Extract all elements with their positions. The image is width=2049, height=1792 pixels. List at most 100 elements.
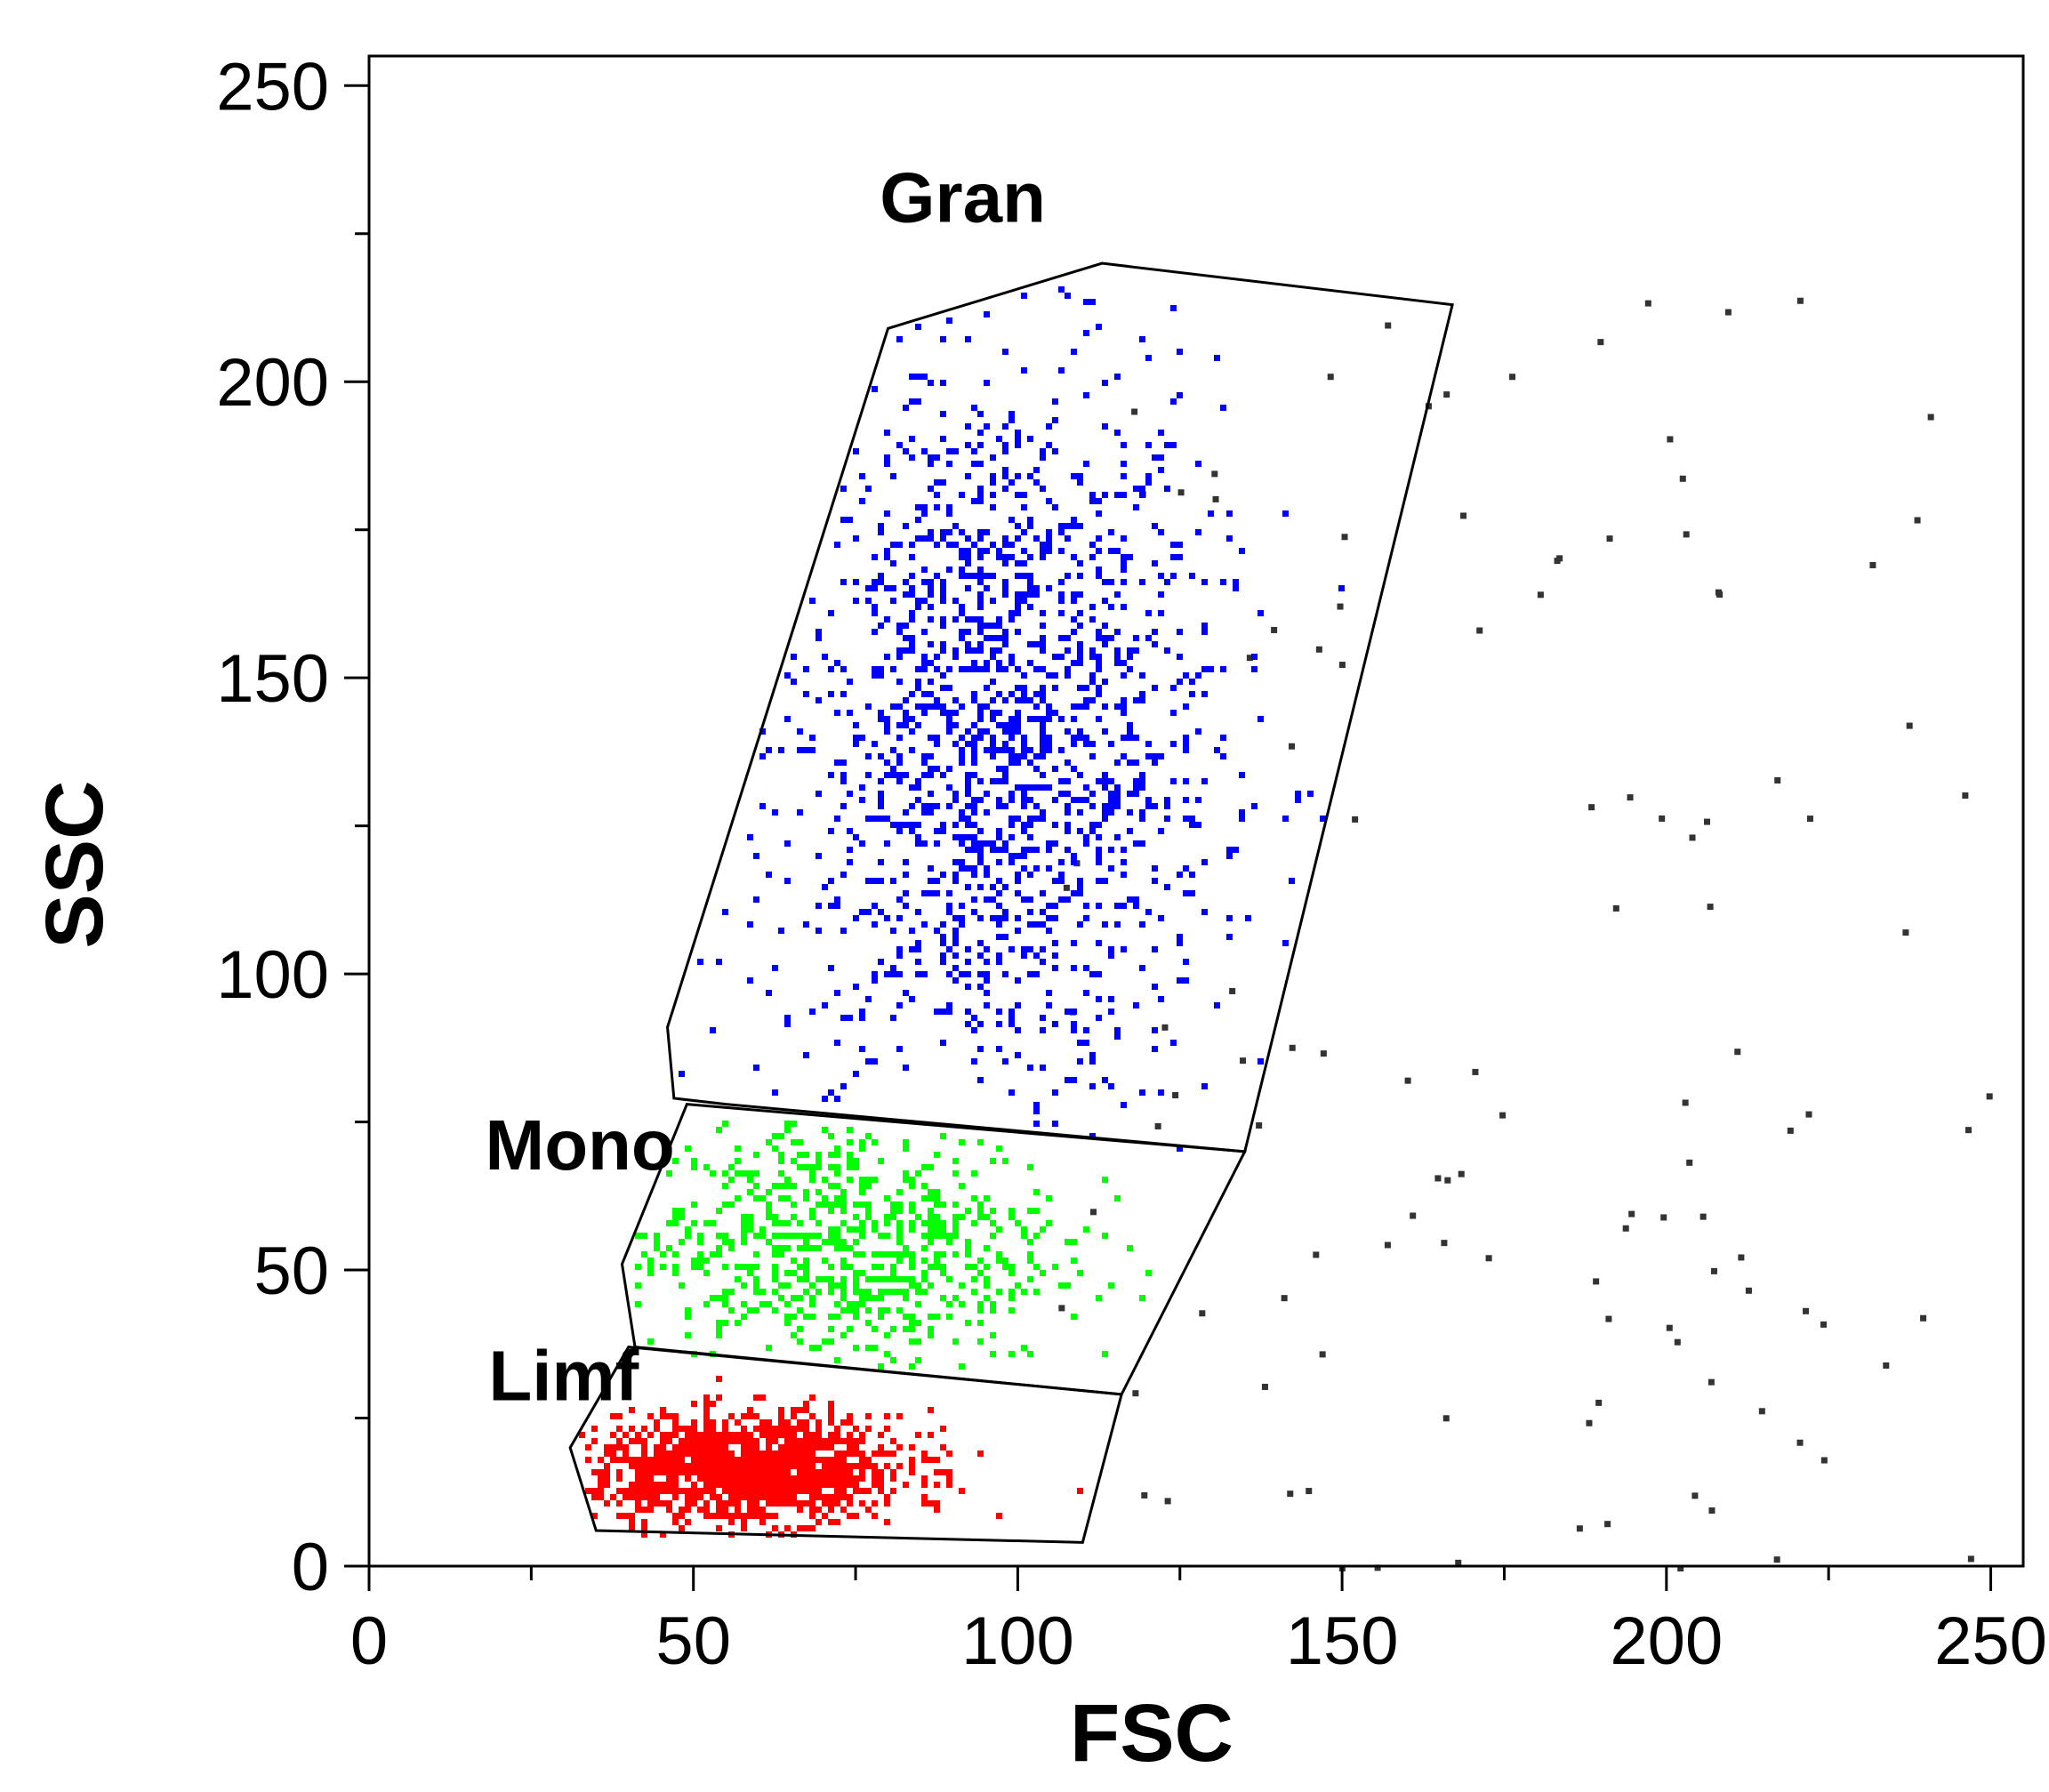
limf-event-point [778,1475,784,1482]
limf-event-point [797,1488,803,1494]
gran-event-point [1139,697,1145,703]
gran-event-point [1102,816,1108,822]
mono-event-point [716,1332,722,1338]
limf-event-point [579,1432,585,1438]
gran-event-point [984,548,990,554]
gran-event-point [996,691,1002,697]
mono-event-point [853,1158,859,1164]
mono-event-point [847,1158,853,1164]
mono-event-point [741,1301,747,1307]
background-event-point [1820,1457,1828,1464]
gran-event-point [859,797,865,803]
limf-event-point [697,1463,703,1469]
gran-event-point [959,629,965,635]
gran-event-point [903,1065,909,1071]
gran-event-point [915,517,921,523]
gran-event-point [1089,498,1096,504]
mono-event-point [909,1264,915,1270]
gran-event-point [878,573,884,579]
gran-event-point [1089,604,1096,610]
gran-event-point [1021,573,1027,579]
mono-event-point [828,1152,834,1158]
gran-event-point [1002,585,1008,591]
limf-event-point [666,1475,672,1482]
limf-event-point [679,1507,685,1513]
mono-event-point [828,1233,834,1239]
limf-event-point [753,1475,759,1482]
limf-event-point [797,1457,803,1463]
gran-event-point [834,896,840,903]
mono-event-point [934,1195,940,1201]
gran-event-point [952,523,959,529]
gran-event-point [1251,803,1258,809]
gran-event-point [996,666,1002,672]
gran-event-point [928,803,934,809]
mono-event-point [672,1251,679,1258]
limf-event-point [772,1500,778,1507]
gran-event-point [872,741,878,747]
mono-event-point [859,1226,865,1233]
background-event-point [1707,904,1714,911]
gran-event-point [1201,1083,1208,1089]
background-event-point [1869,561,1876,568]
gran-event-point [1145,909,1152,915]
gran-event-point [840,1083,847,1089]
limf-event-point [996,1513,1002,1519]
limf-event-point [703,1507,710,1513]
limf-event-point [946,1450,952,1457]
limf-event-point [629,1457,635,1463]
mono-event-point [903,1245,909,1251]
gran-event-point [1077,610,1083,616]
background-event-point [1659,815,1666,822]
gran-event-point [952,791,959,797]
gran-event-point [959,567,965,573]
limf-event-point [735,1432,741,1438]
mono-event-point [710,1170,716,1177]
mono-event-point [859,1251,865,1258]
limf-event-point [703,1407,710,1413]
limf-event-point [822,1513,828,1519]
gran-event-point [1096,660,1102,666]
mono-event-point [728,1177,735,1183]
mono-event-point [853,1314,859,1320]
mono-event-point [840,1264,847,1270]
gran-event-point [853,535,859,542]
gran-event-point [965,822,971,828]
gran-event-point [1033,641,1040,647]
gran-event-point [840,579,847,585]
gran-event-point [940,672,946,679]
mono-event-point [784,1270,791,1276]
limf-event-point [865,1426,872,1432]
mono-event-point [753,1307,759,1314]
gran-event-point [816,791,822,797]
mono-event-point [934,1201,940,1208]
gran-event-point [1027,1065,1033,1071]
mono-event-point [741,1233,747,1239]
mono-event-point [791,1214,797,1220]
gran-event-point [840,772,847,778]
mono-event-point [884,1351,890,1357]
gran-event-point [915,722,921,728]
mono-event-point [697,1233,703,1239]
background-event-point [1920,1314,1927,1322]
gran-event-point [1058,872,1065,878]
gran-event-point [1002,473,1008,479]
gran-event-point [1071,598,1077,604]
gran-event-point [996,903,1002,909]
mono-event-point [940,1226,946,1233]
mono-event-point [959,1214,965,1220]
gran-event-point [809,1009,816,1015]
mono-event-point [878,1264,884,1270]
gran-event-point [946,909,952,915]
limf-event-point [654,1444,660,1450]
gran-event-point [1015,1027,1021,1033]
gran-event-point [928,753,934,759]
x-tick-label: 250 [1934,1603,2047,1679]
gran-event-point [1114,803,1121,809]
gran-event-point [878,716,884,722]
gran-event-point [971,847,977,853]
mono-event-point [878,1363,884,1370]
limf-event-point [598,1494,604,1500]
limf-event-point [853,1513,859,1519]
gran-event-point [816,853,822,859]
